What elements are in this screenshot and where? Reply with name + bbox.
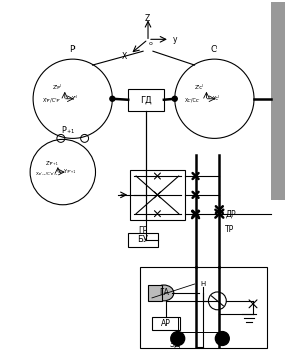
Ellipse shape [154,285,174,301]
Text: X'ᴘᴵ/C'ᴘᴵ: X'ᴘᴵ/C'ᴘᴵ [43,98,61,103]
Text: Z'ᴄᴵ: Z'ᴄᴵ [195,85,204,90]
Text: Z'ᴘᴵ₊₁: Z'ᴘᴵ₊₁ [46,161,59,166]
Text: БУ: БУ [138,235,149,244]
Text: ЭД: ЭД [169,339,180,348]
Text: Н: Н [200,281,205,287]
Bar [148,285,164,301]
Text: Z'ᴘᴵ: Z'ᴘᴵ [53,85,62,90]
Text: Y'ᴵ: Y'ᴵ [71,96,77,101]
Text: Cᴵ: Cᴵ [211,45,218,54]
Bar [130,170,185,220]
Bar [148,285,162,301]
Text: ГР: ГР [138,226,147,235]
Text: Pᴵ: Pᴵ [69,45,76,54]
Bar [152,317,180,330]
Text: Z: Z [144,14,150,23]
Text: АР: АР [161,319,171,328]
Circle shape [171,332,185,346]
Bar [271,2,285,200]
Text: X'ᴘᴵ₊₁/C'ᴘᴵ₊₁: X'ᴘᴵ₊₁/C'ᴘᴵ₊₁ [36,172,59,176]
Bar [128,233,158,247]
Text: ГД: ГД [140,95,152,104]
Circle shape [110,96,115,101]
Text: X: X [122,52,127,61]
Text: ГА: ГА [159,288,169,297]
Bar [140,267,267,348]
Circle shape [215,332,229,346]
Text: ДР: ДР [225,209,236,218]
Text: ТР: ТР [225,225,234,234]
Text: Yᴄᴵ: Yᴄᴵ [212,96,220,101]
Circle shape [172,96,177,101]
Text: o: o [149,41,153,46]
Text: Xᴄᴵ/Cᴄᴵ: Xᴄᴵ/Cᴄᴵ [185,98,200,103]
Text: Pᴵ₊₁: Pᴵ₊₁ [61,126,74,135]
Text: Y'ᴘᴵ₊₁: Y'ᴘᴵ₊₁ [63,169,75,174]
Text: y: y [173,35,177,44]
Bar [128,89,164,111]
